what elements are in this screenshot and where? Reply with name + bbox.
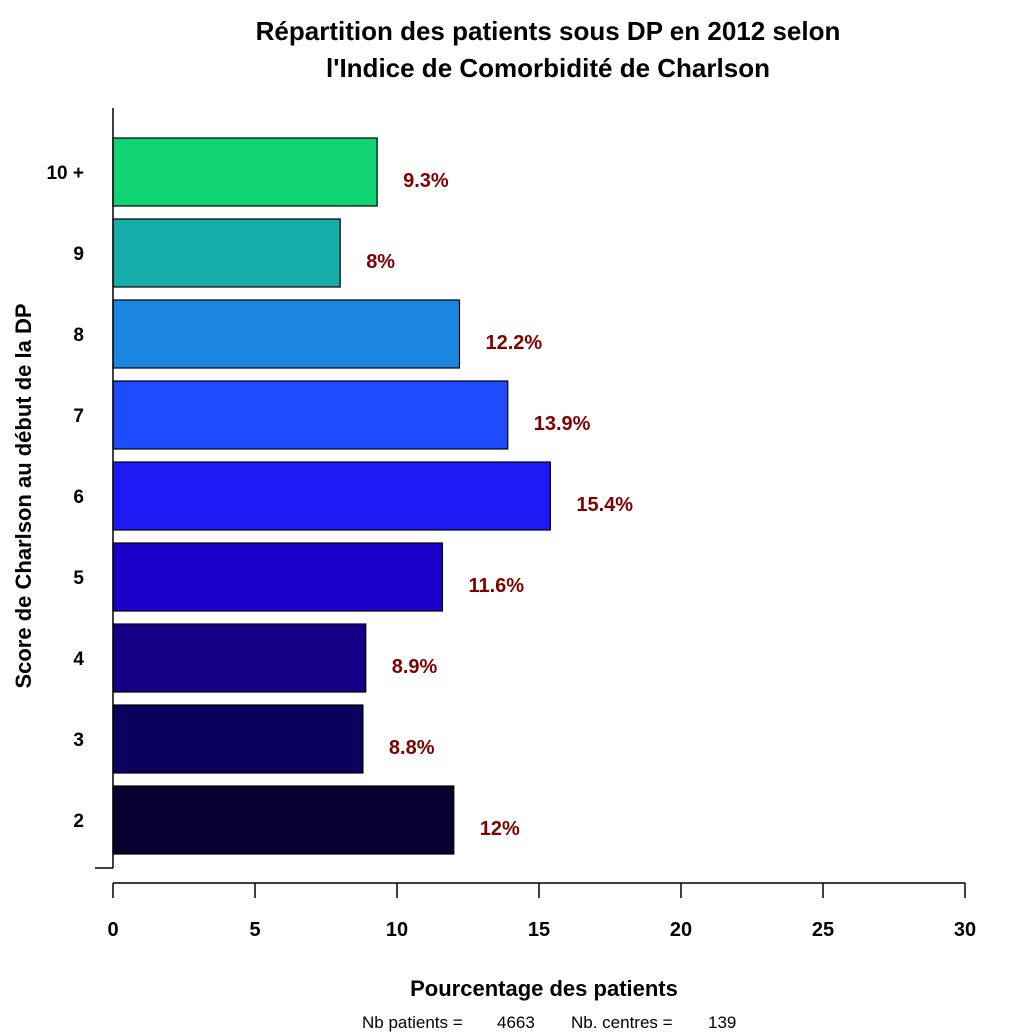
bar-5 [112, 542, 444, 612]
category-label: 5 [73, 568, 84, 589]
value-label: 9.3% [403, 170, 449, 192]
footnote-patients-label: Nb patients = [362, 1013, 463, 1032]
footnote-patients-value: 4663 [497, 1013, 535, 1032]
bar-2 [112, 785, 455, 855]
value-label: 8.9% [392, 656, 438, 678]
value-label: 8% [366, 251, 395, 273]
bar-3 [112, 704, 364, 774]
value-label: 8.8% [389, 737, 435, 759]
x-tick-label: 20 [670, 919, 692, 941]
value-label: 15.4% [576, 494, 633, 516]
category-label: 8 [73, 325, 84, 346]
value-label: 13.9% [534, 413, 591, 435]
category-label: 3 [73, 730, 84, 751]
x-tick-label: 10 [386, 919, 408, 941]
value-label: 12% [480, 818, 520, 840]
value-label: 11.6% [468, 575, 524, 597]
y-axis-label: Score de Charlson au début de la DP [11, 303, 36, 688]
bar-10-plus [112, 137, 378, 207]
x-tick-label: 15 [528, 919, 550, 941]
x-tick-label: 0 [107, 919, 118, 941]
category-labels: 2 3 4 5 6 7 8 9 10 + [46, 163, 84, 832]
x-axis-label: Pourcentage des patients [410, 976, 678, 1001]
value-label: 12.2% [485, 332, 542, 354]
category-label: 9 [73, 244, 84, 265]
chart-title-line1: Répartition des patients sous DP en 2012… [256, 16, 841, 46]
footnote-centres-label: Nb. centres = [571, 1013, 673, 1032]
bar-8 [112, 299, 461, 369]
bar-6 [112, 461, 551, 531]
footnote: Nb patients = 4663 Nb. centres = 139 [362, 1013, 736, 1032]
category-label: 2 [73, 811, 84, 832]
bars-group [112, 137, 551, 855]
category-label: 10 + [46, 163, 84, 184]
x-tick-label: 5 [249, 919, 260, 941]
chart-title-line2: l'Indice de Comorbidité de Charlson [326, 53, 770, 83]
value-labels: 12% 8.8% 8.9% 11.6% 15.4% 13.9% 12.2% 8% 9.3% [366, 170, 633, 840]
footnote-centres-value: 139 [708, 1013, 736, 1032]
x-tick-label: 30 [954, 919, 976, 941]
x-tick-label: 25 [812, 919, 834, 941]
bar-9 [112, 218, 341, 288]
bar-7 [112, 380, 509, 450]
bar-4 [112, 623, 367, 693]
x-axis-ticks: 0 5 10 15 20 25 30 [107, 883, 976, 941]
category-label: 6 [73, 487, 84, 508]
category-label: 4 [73, 649, 84, 670]
category-label: 7 [73, 406, 84, 427]
